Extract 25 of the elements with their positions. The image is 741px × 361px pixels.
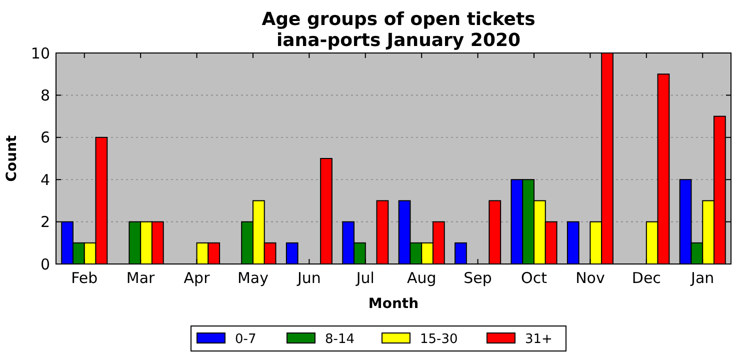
legend-label: 31+ <box>525 332 552 347</box>
x-tick-label: May <box>237 269 269 287</box>
x-tick-label: Jun <box>296 269 321 287</box>
y-tick-label: 8 <box>40 86 50 104</box>
x-tick-label: Dec <box>632 269 661 287</box>
y-axis-title: Count <box>4 134 20 182</box>
y-tick-label: 4 <box>40 170 50 189</box>
y-tick-label: 10 <box>30 44 50 62</box>
legend-label: 15-30 <box>420 332 458 347</box>
x-axis-title: Month <box>368 296 419 312</box>
y-tick-label: 6 <box>40 128 50 147</box>
x-tick-label: Jul <box>355 269 374 287</box>
x-tick-label: Apr <box>184 269 211 287</box>
x-tick-label: Sep <box>464 269 492 287</box>
chart-title: Age groups of open tickets iana-ports January 2020 <box>262 9 536 51</box>
y-tick-label: 0 <box>40 255 50 274</box>
legend-label: 0-7 <box>235 332 256 347</box>
legend-label: 8-14 <box>325 332 355 347</box>
x-tick-label: Jan <box>690 269 714 287</box>
x-tick-label: Nov <box>576 269 605 287</box>
x-tick-label: Aug <box>406 269 436 287</box>
x-tick-label: Mar <box>126 269 156 287</box>
x-tick-label: Feb <box>71 269 98 287</box>
x-tick-label: Oct <box>521 269 548 287</box>
y-tick-label: 2 <box>40 213 50 232</box>
